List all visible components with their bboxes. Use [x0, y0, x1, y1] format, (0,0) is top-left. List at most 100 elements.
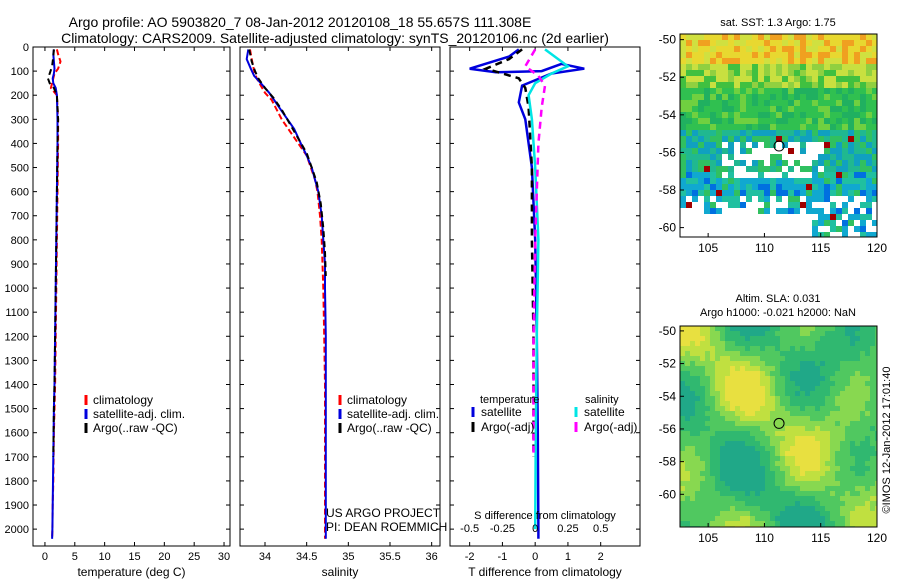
slamap-cell: [680, 506, 685, 511]
slamap-cell: [850, 521, 855, 526]
sstmap-cell: [836, 184, 842, 190]
slamap-cell: [860, 446, 865, 451]
sstmap-cell: [866, 202, 872, 208]
slamap-cell: [800, 336, 805, 341]
slamap-cell: [855, 361, 860, 366]
slamap-cell: [800, 476, 805, 481]
slamap-cell: [820, 521, 825, 526]
slamap-cell: [775, 336, 780, 341]
slamap-cell: [770, 391, 775, 396]
slamap-cell: [820, 376, 825, 381]
sstmap-cell: [788, 184, 794, 190]
slamap-cell: [705, 386, 710, 391]
slamap-cell: [830, 496, 835, 501]
sstmap-cell: [770, 154, 776, 160]
sstmap-cell: [824, 70, 830, 76]
slamap-cell: [705, 501, 710, 506]
slamap-cell: [795, 481, 800, 486]
slamap-cell: [685, 406, 690, 411]
slamap-cell: [715, 386, 720, 391]
sstmap-cell: [848, 106, 854, 112]
sstmap-cell: [734, 202, 740, 208]
sstmap-cell: [698, 166, 704, 172]
slamap-cell: [715, 491, 720, 496]
slamap-cell: [840, 461, 845, 466]
sstmap-cell: [800, 100, 806, 106]
slamap-cell: [855, 411, 860, 416]
sstmap-cell: [698, 64, 704, 70]
slamap-cell: [865, 396, 870, 401]
slamap-cell: [795, 466, 800, 471]
slamap-cell: [815, 336, 820, 341]
slamap-cell: [860, 456, 865, 461]
slamap-cell: [715, 406, 720, 411]
slamap-cell: [845, 386, 850, 391]
slamap-cell: [745, 341, 750, 346]
diff-xtick-label: -2: [465, 551, 475, 563]
slamap-cell: [705, 441, 710, 446]
sstmap-cell: [716, 190, 722, 196]
sstmap-cell: [788, 76, 794, 82]
slamap-cell: [860, 386, 865, 391]
slamap-cell: [720, 361, 725, 366]
sstmap-cell: [818, 82, 824, 88]
slamap-cell: [870, 451, 875, 456]
slamap-cell: [820, 426, 825, 431]
slamap-cell: [860, 486, 865, 491]
slamap-cell: [840, 351, 845, 356]
sstmap-cell: [692, 52, 698, 58]
sstmap-cell: [704, 106, 710, 112]
slamap-cell: [770, 506, 775, 511]
diff-xlabel: T difference from climatology: [468, 565, 622, 579]
sal-legend-label: climatology: [347, 393, 407, 407]
temp-series-2: [46, 49, 60, 457]
slamap-cell: [860, 391, 865, 396]
sstmap-cell: [806, 118, 812, 124]
sstmap-cell: [692, 58, 698, 64]
slamap-cell: [860, 406, 865, 411]
slamap-cell: [780, 511, 785, 516]
slamap-cell: [875, 446, 877, 451]
slamap-cell: [750, 511, 755, 516]
slamap-cell: [755, 516, 760, 521]
sstmap-cell: [830, 208, 836, 214]
slamap-cell: [825, 476, 830, 481]
slamap-cell: [720, 481, 725, 486]
sstmap-cell: [860, 82, 866, 88]
depth-tick-label: 1900: [5, 500, 29, 512]
slamap-cell: [700, 521, 705, 526]
sstmap-argo-marker: [773, 140, 785, 152]
sstmap-cell: [698, 136, 704, 142]
slamap-cell: [690, 476, 695, 481]
slamap-cell: [800, 436, 805, 441]
sstmap-cell: [848, 184, 854, 190]
slamap-cell: [835, 411, 840, 416]
sstmap-cell: [758, 178, 764, 184]
slamap-cell: [735, 381, 740, 386]
slamap-cell: [690, 371, 695, 376]
slamap-cell: [820, 336, 825, 341]
slamap-cell: [770, 336, 775, 341]
sstmap-cell: [704, 94, 710, 100]
sstmap-cell: [848, 178, 854, 184]
slamap-cell: [865, 501, 870, 506]
slamap-cell: [695, 386, 700, 391]
sstmap-cell: [836, 46, 842, 52]
slamap-cell: [740, 476, 745, 481]
slamap-cell: [840, 501, 845, 506]
sstmap-cell: [728, 202, 734, 208]
depth-tick-label: 200: [11, 90, 29, 102]
sstmap-cell: [830, 136, 836, 142]
sstmap-cell: [818, 70, 824, 76]
slamap-cell: [750, 501, 755, 506]
sstmap-cell: [770, 178, 776, 184]
sstmap-cell: [734, 106, 740, 112]
slamap-cell: [755, 491, 760, 496]
slamap-cell: [680, 516, 685, 521]
sstmap-cell: [740, 142, 746, 148]
sstmap-cell: [806, 130, 812, 136]
sstmap-cell: [770, 82, 776, 88]
slamap-cell: [695, 491, 700, 496]
slamap-cell: [680, 451, 685, 456]
slamap-cell: [855, 511, 860, 516]
